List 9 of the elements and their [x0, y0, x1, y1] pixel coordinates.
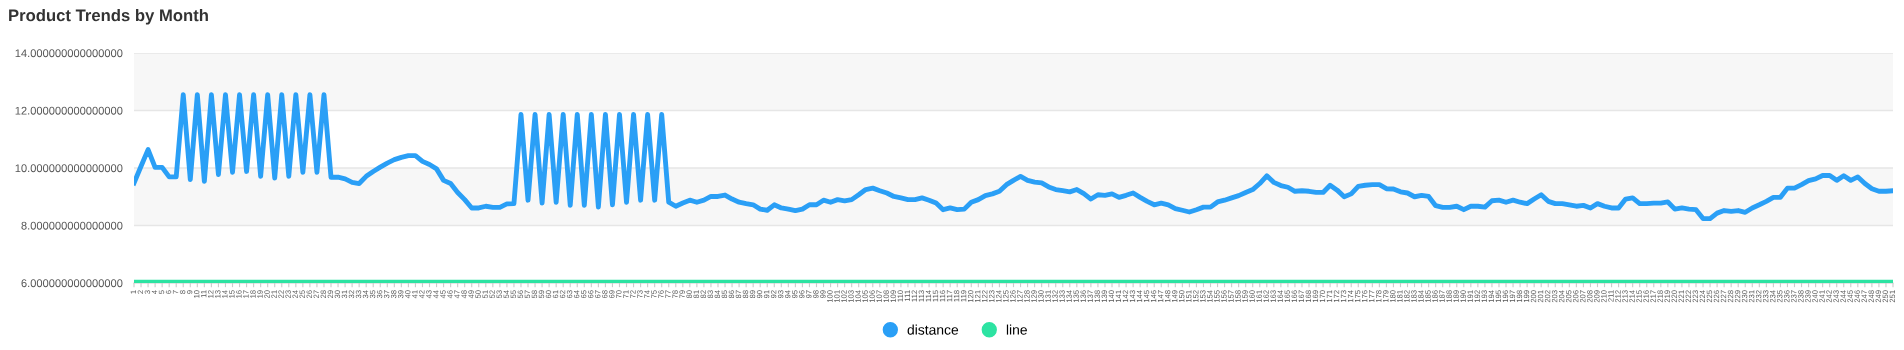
y-tick-label: 14.000000000000000: [15, 49, 123, 58]
legend-label: distance: [907, 324, 959, 335]
y-tick-label: 8.000000000000000: [21, 221, 123, 230]
line-series: [134, 92, 1893, 222]
legend-label: line: [1006, 324, 1027, 335]
y-tick-label: 10.000000000000000: [15, 164, 123, 173]
y-tick-label: 6.000000000000000: [21, 279, 123, 288]
chart-title: Product Trends by Month: [9, 9, 208, 25]
y-tick-label: 12.000000000000000: [15, 106, 123, 115]
